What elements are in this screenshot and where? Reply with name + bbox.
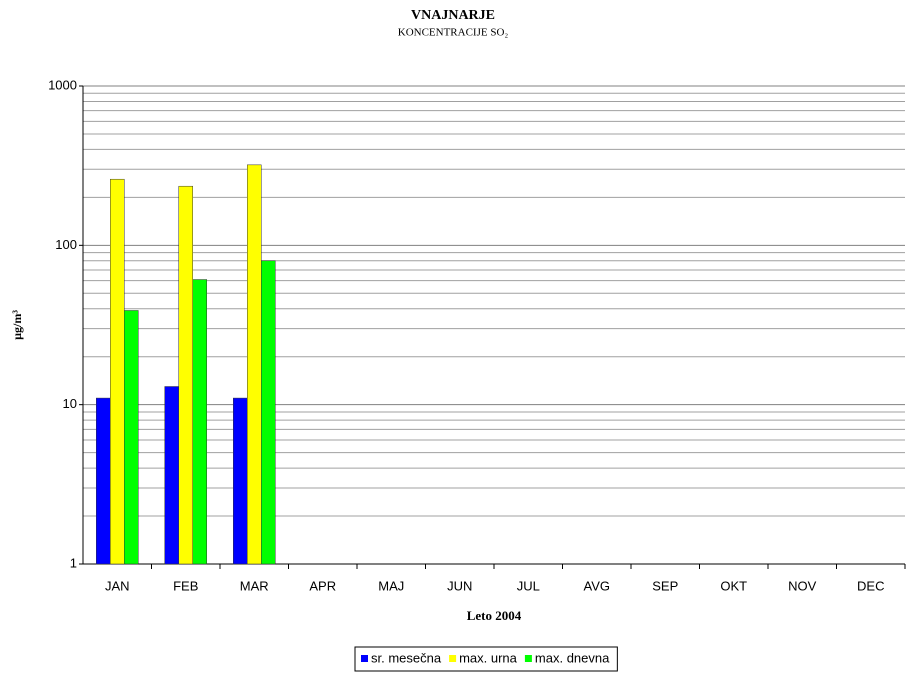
- x-tick-label: MAR: [240, 578, 269, 593]
- legend-swatch: [361, 655, 368, 662]
- x-tick-label: NOV: [788, 578, 817, 593]
- chart-title: VNAJNARJE: [411, 8, 495, 23]
- legend-swatch: [524, 655, 532, 662]
- x-tick-label: JAN: [105, 578, 130, 593]
- legend-box: [354, 646, 618, 672]
- x-axis-label: Leto 2004: [467, 608, 522, 623]
- bar: [164, 386, 179, 565]
- x-tick-label: OKT: [720, 578, 747, 593]
- x-tick-label: MAJ: [378, 578, 404, 593]
- bar: [261, 260, 276, 565]
- legend-label: max. urna: [459, 650, 518, 665]
- y-tick-label: 1: [70, 555, 77, 570]
- x-tick-label: JUL: [517, 578, 540, 593]
- x-tick-label: FEB: [173, 578, 198, 593]
- y-axis-label: µg/m³: [10, 310, 24, 340]
- y-tick-label: 100: [55, 237, 77, 252]
- bar: [192, 279, 207, 565]
- legend: sr. mesečna max. urna max. dnevna: [354, 646, 618, 672]
- x-tick-label: SEP: [652, 578, 678, 593]
- y-tick-label: 1000: [48, 77, 77, 92]
- bar: [96, 397, 111, 565]
- bar: [178, 185, 193, 565]
- legend-label: max. dnevna: [535, 650, 610, 665]
- bar: [247, 164, 262, 565]
- x-tick-label: AVG: [584, 578, 611, 593]
- bar: [124, 310, 139, 565]
- legend-label: sr. mesečna: [371, 650, 442, 665]
- bar: [110, 178, 125, 565]
- x-tick-label: DEC: [857, 578, 884, 593]
- legend-swatch: [449, 655, 457, 662]
- chart-subtitle: KONCENTRACIJE SO₂: [398, 27, 509, 39]
- x-tick-label: APR: [309, 578, 336, 593]
- x-tick-label: JUN: [447, 578, 472, 593]
- y-tick-label: 10: [63, 396, 77, 411]
- bar: [233, 397, 248, 565]
